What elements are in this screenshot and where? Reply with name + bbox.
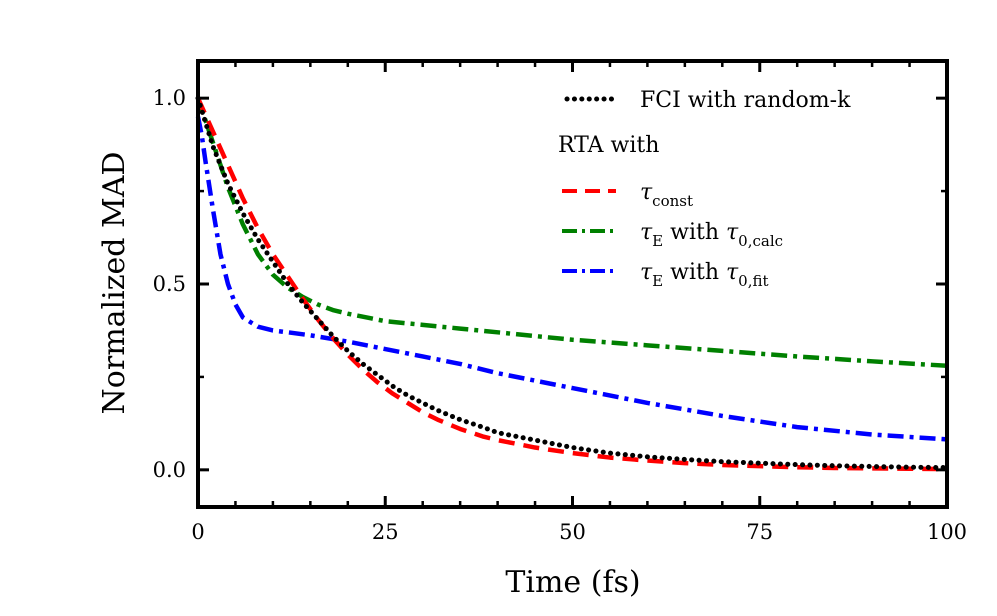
x-tick-label: 75 <box>746 520 773 544</box>
legend-title: RTA with <box>558 133 659 158</box>
x-tick-label: 50 <box>559 520 586 544</box>
series-line-1 <box>195 97 948 472</box>
legend: FCI with random-k RTA with τconst τE wit… <box>558 88 851 290</box>
y-axis-label: Normalized MAD <box>97 152 132 415</box>
legend-label-tau-const: τconst <box>640 180 693 210</box>
legend-label-fci: FCI with random-k <box>640 88 851 113</box>
y-tick-label: 0.0 <box>153 458 186 482</box>
plot-frame <box>196 59 949 509</box>
x-tick-label: 25 <box>372 520 399 544</box>
x-tick-label: 100 <box>927 520 967 544</box>
y-tick-label: 0.5 <box>153 272 186 296</box>
axis-ticks: 0 25 50 75 100 0.0 0.5 1.0 <box>153 61 967 544</box>
legend-label-tau-e-calc: τE with τ0,calc <box>640 220 783 250</box>
x-axis-label: Time (fs) <box>505 565 640 600</box>
legend-label-tau-e-fit: τE with τ0,fit <box>640 260 769 290</box>
y-tick-label: 1.0 <box>153 86 186 110</box>
x-tick-label: 0 <box>191 520 204 544</box>
series-line-0 <box>195 95 950 471</box>
series-line-3 <box>195 116 948 442</box>
plot-area <box>195 95 950 472</box>
series-line-2 <box>195 97 948 369</box>
